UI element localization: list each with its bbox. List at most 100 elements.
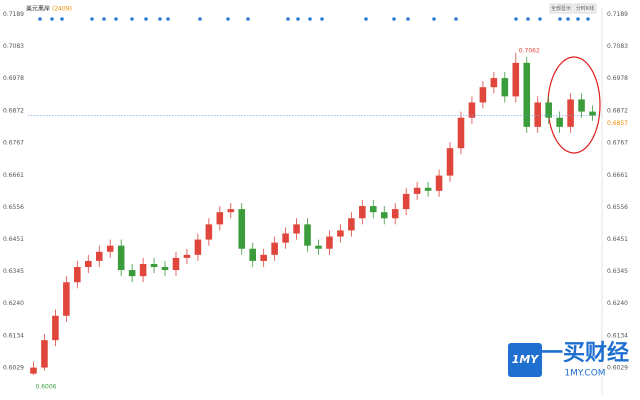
y-tick-label: 0.6978: [607, 75, 628, 82]
y-tick-label: 0.6240: [607, 300, 628, 307]
event-dot: [566, 17, 570, 21]
high-label: 0.7062: [519, 48, 540, 55]
y-tick-label-left: 0.6451: [3, 236, 24, 243]
event-dot: [90, 17, 94, 21]
event-dot: [432, 17, 436, 21]
candle-body: [30, 367, 37, 374]
event-dot: [586, 17, 590, 21]
event-dot: [558, 17, 562, 21]
y-tick-label: 0.7189: [607, 11, 628, 18]
event-dot: [308, 17, 312, 21]
event-dot: [114, 17, 118, 21]
candle-body: [150, 263, 158, 268]
candle-body: [578, 99, 585, 112]
candle-body: [512, 62, 520, 97]
candle-body: [293, 224, 300, 234]
y-tick-label-left: 0.6978: [3, 75, 24, 82]
event-dot: [38, 17, 42, 21]
event-dot: [514, 17, 518, 21]
candle-body: [424, 187, 432, 191]
y-tick-label: 0.6029: [607, 364, 628, 371]
event-dot: [406, 17, 410, 21]
candle-body: [468, 102, 476, 118]
y-tick-label-left: 0.7189: [3, 11, 24, 18]
candle-body: [545, 102, 552, 118]
y-tick-label-left: 0.6872: [3, 107, 24, 114]
event-dot: [296, 17, 300, 21]
logo: [508, 343, 542, 377]
candle-body: [227, 209, 235, 213]
candle-body: [413, 187, 421, 194]
y-tick-label: 0.6767: [607, 139, 628, 146]
y-tick-label: 0.6134: [607, 332, 628, 339]
candle-body: [183, 254, 191, 258]
code: (2409): [52, 6, 72, 13]
y-tick-label: 0.6661: [607, 172, 628, 179]
chart-title: 美元离岸: [26, 5, 50, 13]
candle-body: [260, 254, 267, 261]
y-tick-label-left: 0.6556: [3, 204, 24, 211]
candle-body: [172, 257, 180, 271]
candle-body: [52, 315, 59, 341]
candle-body: [359, 206, 366, 219]
y-tick-label: 0.6345: [607, 268, 628, 275]
y-tick-label-left: 0.6029: [3, 364, 24, 371]
candle-body: [128, 270, 136, 277]
event-dot: [198, 17, 202, 21]
candle-body: [457, 117, 465, 149]
event-dot: [226, 17, 230, 21]
candle-body: [534, 102, 541, 127]
y-tick-label: 0.6556: [607, 204, 628, 211]
button[interactable]: [573, 3, 597, 14]
candle-body: [435, 175, 443, 191]
candle-body: [85, 260, 92, 268]
watermark-name: 一买财经: [541, 340, 629, 366]
event-markers: [38, 17, 590, 21]
candle-body: [446, 148, 454, 176]
y-tick-label-left: 0.6345: [3, 268, 24, 275]
button-label[interactable]: 全部显示: [551, 5, 571, 12]
low-label: 0.6006: [35, 383, 56, 390]
event-dot: [392, 17, 396, 21]
candle-body: [194, 239, 202, 255]
last-price-label: 0.6857: [607, 120, 628, 127]
candle-body: [380, 212, 388, 219]
event-dot: [538, 17, 542, 21]
candle-body: [205, 224, 213, 240]
candle-body: [501, 78, 509, 97]
button[interactable]: [549, 3, 573, 14]
y-tick-label-left: 0.6661: [3, 172, 24, 179]
candle-body: [95, 251, 103, 261]
candle-body: [63, 282, 70, 316]
candle-body: [326, 236, 333, 249]
candle-body: [304, 224, 311, 246]
button-label[interactable]: 分时K线: [576, 5, 594, 12]
event-dot: [130, 17, 134, 21]
candle-body: [106, 245, 114, 252]
event-dot: [320, 17, 324, 21]
y-tick-label: 0.7083: [607, 43, 628, 50]
candle-body: [238, 209, 246, 249]
event-dot: [526, 17, 530, 21]
y-tick-label-left: 0.6767: [3, 139, 24, 146]
candle-body: [402, 193, 410, 210]
event-dot: [454, 17, 458, 21]
event-dot: [286, 17, 290, 21]
event-dot: [166, 17, 170, 21]
candle-body: [348, 218, 355, 231]
candle-body: [216, 212, 224, 225]
candle-body: [161, 267, 169, 271]
candle-body: [337, 230, 344, 237]
y-tick-label-left: 0.6134: [3, 332, 24, 339]
watermark-site: 1MY.COM: [564, 369, 605, 379]
candle-body: [370, 206, 377, 213]
event-dot: [144, 17, 148, 21]
candle-body: [271, 242, 278, 255]
event-dot: [50, 17, 54, 21]
candle-body: [74, 267, 81, 283]
event-dot: [158, 17, 162, 21]
candle-body: [282, 233, 289, 243]
candle-body: [249, 248, 256, 261]
